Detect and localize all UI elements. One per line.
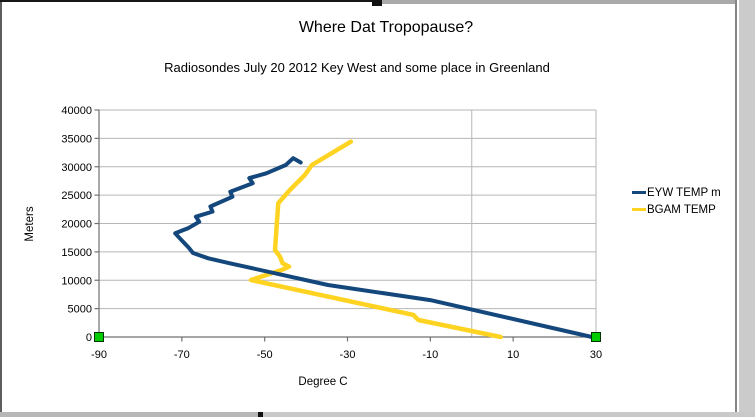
legend-item-eyw-temp[interactable]: EYW TEMP m <box>632 184 721 201</box>
y-tick-label: 20000 <box>61 219 92 231</box>
y-tick-label: 25000 <box>61 190 92 202</box>
x-tick-label: -70 <box>174 349 190 361</box>
bottom-edge-mark <box>258 412 263 417</box>
window-top-border <box>0 0 374 2</box>
y-tick-label: 0 <box>86 332 92 344</box>
y-tick-label: 40000 <box>61 105 92 117</box>
top-border-mark <box>372 0 382 6</box>
window-bottom-edge-right <box>263 412 755 417</box>
window-top-edge <box>382 0 755 4</box>
y-tick-label: 15000 <box>61 247 92 259</box>
chart-title[interactable]: Where Dat Tropopause? <box>298 19 474 36</box>
axis-selection-handle-right[interactable] <box>591 332 601 342</box>
legend-line-marker-blue <box>632 191 646 194</box>
legend: EYW TEMP m BGAM TEMP <box>632 184 721 218</box>
axis-selection-handle-left[interactable] <box>94 332 104 342</box>
window-bottom-edge-left <box>0 412 258 417</box>
x-axis-title[interactable]: Degree C <box>298 376 348 388</box>
legend-label: EYW TEMP m <box>647 186 721 199</box>
x-tick-label: -30 <box>340 349 356 361</box>
legend-item-bgam-temp[interactable]: BGAM TEMP <box>632 201 721 218</box>
window-right-border <box>735 0 737 417</box>
y-tick-label: 10000 <box>61 275 92 287</box>
x-tick-label: -90 <box>91 349 107 361</box>
y-tick-label: 35000 <box>61 133 92 145</box>
chart-subtitle[interactable]: Radiosondes July 20 2012 Key West and so… <box>164 60 550 75</box>
legend-line-marker-yellow <box>632 208 646 211</box>
y-tick-label: 30000 <box>61 162 92 174</box>
window-left-border <box>0 0 2 417</box>
x-tick-label: -10 <box>422 349 438 361</box>
legend-label: BGAM TEMP <box>647 203 716 216</box>
window-right-edge <box>739 0 755 417</box>
series-line-eyw-temp-m[interactable] <box>173 156 594 339</box>
x-tick-label: -50 <box>257 349 273 361</box>
x-tick-label: 10 <box>507 349 519 361</box>
y-axis-title[interactable]: Meters <box>24 206 36 242</box>
y-tick-label: 5000 <box>68 304 92 316</box>
window-right-highlight <box>737 0 739 417</box>
series-line-bgam-temp[interactable] <box>248 139 503 340</box>
x-tick-label: 30 <box>590 349 602 361</box>
